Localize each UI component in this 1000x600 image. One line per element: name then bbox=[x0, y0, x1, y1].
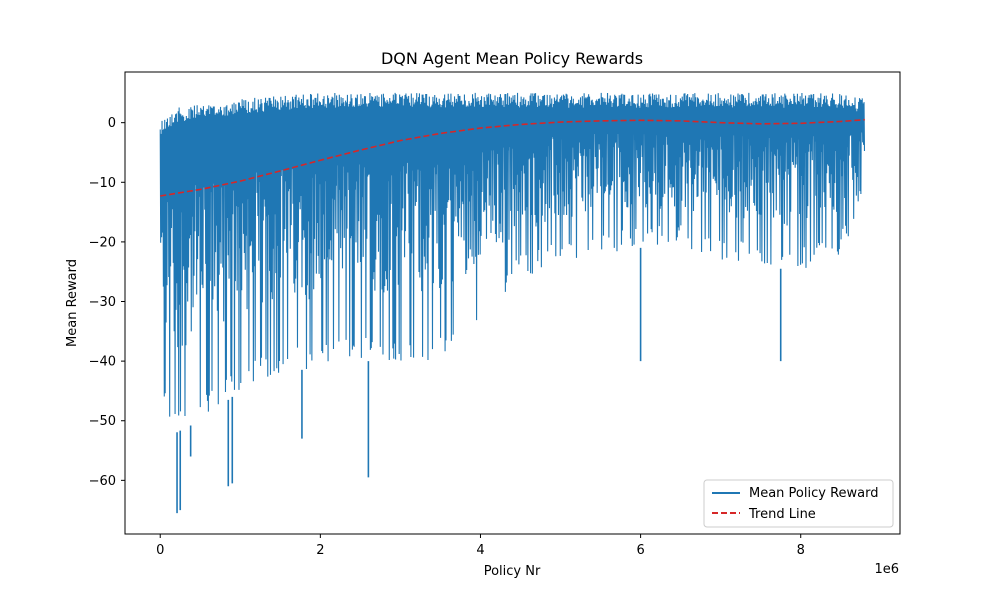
y-axis-label: Mean Reward bbox=[65, 259, 80, 347]
axes-frame bbox=[124, 71, 901, 535]
x-tick-label: 0 bbox=[156, 543, 164, 558]
legend-label-mean-policy-reward: Mean Policy Reward bbox=[749, 486, 879, 501]
y-tick-label: −40 bbox=[89, 355, 116, 370]
legend-box bbox=[703, 479, 894, 528]
x-tick-label: 6 bbox=[636, 543, 644, 558]
x-tick-label: 4 bbox=[476, 543, 484, 558]
legend: Mean Policy Reward Trend Line bbox=[703, 479, 894, 528]
series-line-trend-line bbox=[160, 118, 865, 197]
chart-title: DQN Agent Mean Policy Rewards bbox=[381, 49, 643, 68]
y-tick-label: −10 bbox=[89, 176, 116, 191]
y-tick-label: −20 bbox=[89, 235, 116, 250]
y-tick-label: 0 bbox=[108, 116, 116, 131]
y-tick-label: −60 bbox=[89, 474, 116, 489]
legend-label-trend-line: Trend Line bbox=[748, 507, 816, 522]
y-tick-label: −50 bbox=[89, 414, 116, 429]
axes: 0 2 4 6 8 0 −10 −20 −30 −40 −50 −60 bbox=[89, 71, 901, 558]
x-tick-label: 8 bbox=[797, 543, 805, 558]
x-axis-offset-text: 1e6 bbox=[874, 562, 899, 577]
plot-area bbox=[159, 92, 866, 514]
x-tick-label: 2 bbox=[316, 543, 324, 558]
y-tick-label: −30 bbox=[89, 295, 116, 310]
x-axis-label: Policy Nr bbox=[484, 564, 541, 579]
